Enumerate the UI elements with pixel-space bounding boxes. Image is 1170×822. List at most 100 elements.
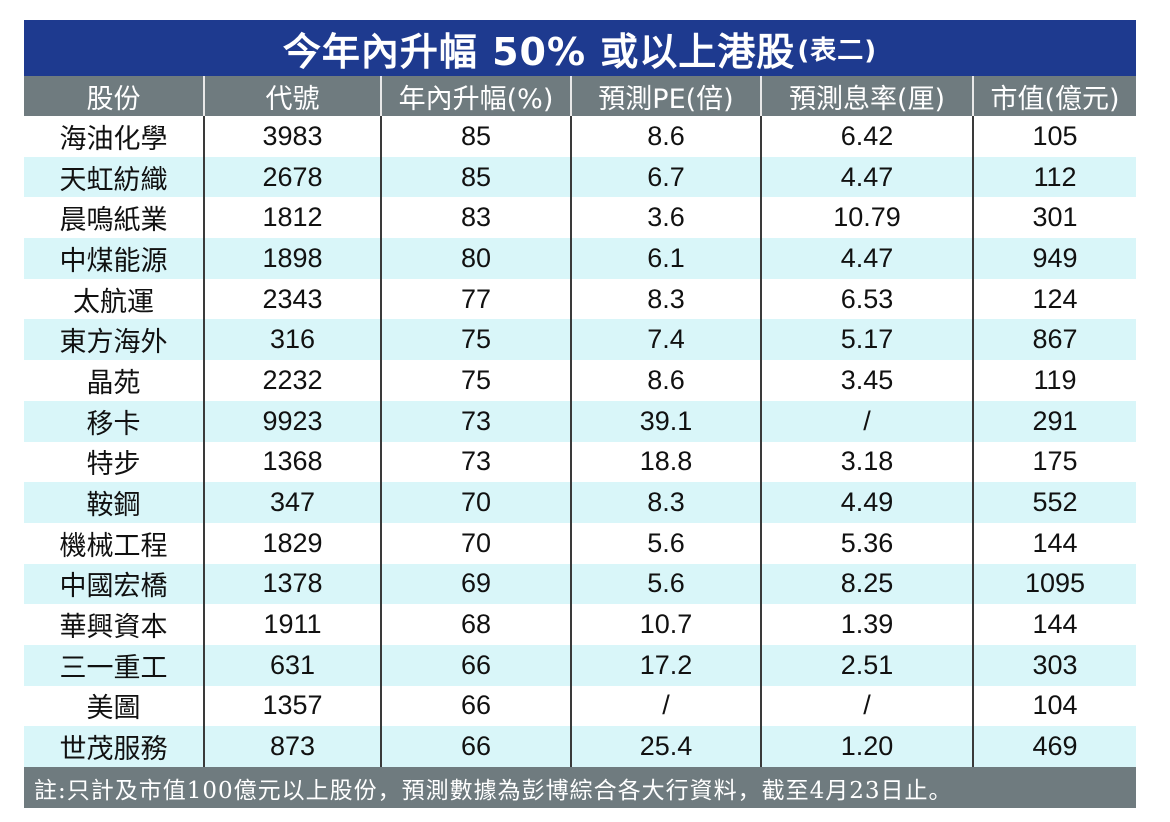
ytd-gain-cell: 68 xyxy=(381,604,572,645)
market-cap-cell: 112 xyxy=(973,156,1136,198)
forecast-yield-cell: 6.53 xyxy=(761,278,974,320)
stock-name-cell: 中煤能源 xyxy=(24,238,205,279)
stock-table: 股份 代號 年內升幅(%) 預測PE(倍) 預測息率(厘) 市值(億元) 海油化… xyxy=(24,76,1136,767)
forecast-pe-cell: 8.6 xyxy=(571,116,762,157)
market-cap-cell: 303 xyxy=(973,644,1136,686)
stock-name-cell: 太航運 xyxy=(24,278,205,320)
stock-table-figure: 今年內升幅 50% 或以上港股 (表二) 股份 代號 年內升幅(%) 預測PE(… xyxy=(24,20,1136,812)
forecast-yield-cell: 3.18 xyxy=(761,441,974,483)
ytd-gain-cell: 83 xyxy=(381,197,572,239)
stock-code-cell: 9923 xyxy=(204,400,382,442)
forecast-pe-cell: 3.6 xyxy=(571,197,762,239)
ytd-gain-cell: 66 xyxy=(381,685,572,727)
stock-code-cell: 2232 xyxy=(204,360,382,401)
table-row: 移卡 9923 73 39.1/291 xyxy=(24,400,1136,442)
col-header-forecast-yield: 預測息率(厘) xyxy=(761,76,974,116)
stock-code-cell: 1357 xyxy=(204,685,382,727)
forecast-yield-cell: 8.25 xyxy=(761,563,974,605)
forecast-pe-cell: 25.4 xyxy=(571,726,762,767)
market-cap-cell: 119 xyxy=(973,360,1136,401)
table-row: 晨鳴紙業 1812 83 3.6 10.79 301 xyxy=(24,197,1136,239)
table-row: 天虹紡織 2678 85 6.7 4.47 112 xyxy=(24,156,1136,198)
table-row: 三一重工 631 66 17.2 2.51 303 xyxy=(24,644,1136,686)
market-cap-cell: 104 xyxy=(973,685,1136,727)
stock-code-cell: 1898 xyxy=(204,238,382,279)
stock-code-cell: 1812 xyxy=(204,197,382,239)
header-row: 股份 代號 年內升幅(%) 預測PE(倍) 預測息率(厘) 市值(億元) xyxy=(24,76,1136,116)
stock-name-cell: 天虹紡織 xyxy=(24,156,205,198)
forecast-yield-cell: 1.20 xyxy=(761,726,974,767)
stock-code-cell: 3983 xyxy=(204,116,382,157)
ytd-gain-cell: 73 xyxy=(381,400,572,442)
ytd-gain-cell: 85 xyxy=(381,156,572,198)
table-row: 華興資本 1911 68 10.7 1.39 144 xyxy=(24,604,1136,645)
stock-name-cell: 東方海外 xyxy=(24,319,205,361)
stock-name-cell: 世茂服務 xyxy=(24,726,205,767)
forecast-yield-cell: 3.45 xyxy=(761,360,974,401)
ytd-gain-cell: 75 xyxy=(381,360,572,401)
forecast-pe-cell: 5.6 xyxy=(571,522,762,564)
ytd-gain-cell: 70 xyxy=(381,522,572,564)
table-title-main: 今年內升幅 50% 或以上港股 xyxy=(282,29,796,74)
stock-name-cell: 美圖 xyxy=(24,685,205,727)
market-cap-cell: 301 xyxy=(973,197,1136,239)
ytd-gain-cell: 66 xyxy=(381,726,572,767)
ytd-gain-cell: 77 xyxy=(381,278,572,320)
market-cap-cell: 949 xyxy=(973,238,1136,279)
stock-name-cell: 中國宏橋 xyxy=(24,563,205,605)
table-row: 美圖 1357 66//104 xyxy=(24,685,1136,727)
ytd-gain-cell: 85 xyxy=(381,116,572,157)
table-row: 中煤能源 1898 80 6.1 4.47 949 xyxy=(24,238,1136,279)
stock-name-cell: 晶苑 xyxy=(24,360,205,401)
forecast-yield-cell: 4.49 xyxy=(761,482,974,523)
stock-code-cell: 1378 xyxy=(204,563,382,605)
market-cap-cell: 469 xyxy=(973,726,1136,767)
forecast-yield-cell: 5.17 xyxy=(761,319,974,361)
col-header-forecast-pe: 預測PE(倍) xyxy=(571,76,762,116)
market-cap-cell: 291 xyxy=(973,400,1136,442)
forecast-yield-cell: / xyxy=(761,400,974,442)
stock-code-cell: 2678 xyxy=(204,156,382,198)
market-cap-cell: 552 xyxy=(973,482,1136,523)
stock-name-cell: 海油化學 xyxy=(24,116,205,157)
stock-name-cell: 華興資本 xyxy=(24,604,205,645)
forecast-yield-cell: 6.42 xyxy=(761,116,974,157)
table-body: 海油化學 3983 85 8.6 6.42 105 天虹紡織 2678 85 6.7 4.47 112… xyxy=(24,116,1136,767)
stock-name-cell: 三一重工 xyxy=(24,644,205,686)
forecast-pe-cell: 6.1 xyxy=(571,238,762,279)
market-cap-cell: 1095 xyxy=(973,563,1136,605)
stock-name-cell: 機械工程 xyxy=(24,522,205,564)
stock-code-cell: 347 xyxy=(204,482,382,523)
table-row: 機械工程 1829 70 5.6 5.36 144 xyxy=(24,522,1136,564)
forecast-yield-cell: / xyxy=(761,685,974,727)
market-cap-cell: 144 xyxy=(973,522,1136,564)
stock-code-cell: 873 xyxy=(204,726,382,767)
table-row: 海油化學 3983 85 8.6 6.42 105 xyxy=(24,116,1136,157)
forecast-pe-cell: 17.2 xyxy=(571,644,762,686)
stock-name-cell: 特步 xyxy=(24,441,205,483)
table-row: 中國宏橋 1378 69 5.6 8.25 1095 xyxy=(24,563,1136,605)
market-cap-cell: 144 xyxy=(973,604,1136,645)
table-row: 晶苑 2232 75 8.6 3.45 119 xyxy=(24,360,1136,401)
forecast-yield-cell: 4.47 xyxy=(761,156,974,198)
forecast-pe-cell: 10.7 xyxy=(571,604,762,645)
forecast-yield-cell: 4.47 xyxy=(761,238,974,279)
forecast-pe-cell: 8.6 xyxy=(571,360,762,401)
forecast-pe-cell: 8.3 xyxy=(571,482,762,523)
table-row: 世茂服務 873 66 25.4 1.20 469 xyxy=(24,726,1136,767)
forecast-pe-cell: 5.6 xyxy=(571,563,762,605)
forecast-pe-cell: 8.3 xyxy=(571,278,762,320)
table-row: 東方海外 316 75 7.4 5.17 867 xyxy=(24,319,1136,361)
market-cap-cell: 175 xyxy=(973,441,1136,483)
forecast-pe-cell: 39.1 xyxy=(571,400,762,442)
forecast-pe-cell: 7.4 xyxy=(571,319,762,361)
forecast-pe-cell: 18.8 xyxy=(571,441,762,483)
market-cap-cell: 124 xyxy=(973,278,1136,320)
footnote: 註:只計及市值100億元以上股份，預測數據為彭博綜合各大行資料，截至4月23日止… xyxy=(24,767,1136,808)
stock-code-cell: 2343 xyxy=(204,278,382,320)
stock-code-cell: 1911 xyxy=(204,604,382,645)
ytd-gain-cell: 75 xyxy=(381,319,572,361)
forecast-yield-cell: 5.36 xyxy=(761,522,974,564)
col-header-stock: 股份 xyxy=(24,76,205,116)
ytd-gain-cell: 70 xyxy=(381,482,572,523)
